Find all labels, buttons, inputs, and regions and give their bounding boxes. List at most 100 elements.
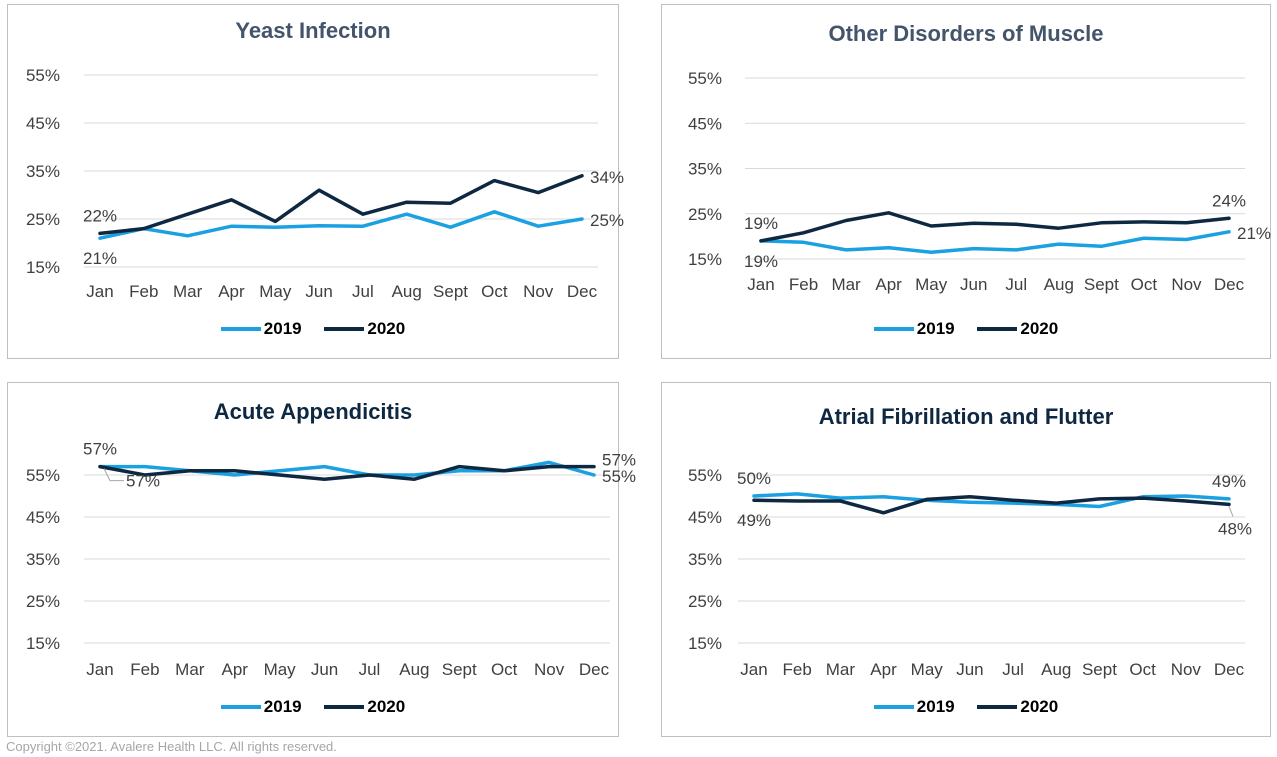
x-tick-label: Mar	[826, 660, 856, 679]
y-tick-label: 15%	[688, 250, 722, 269]
legend-item-2020: 2020	[977, 319, 1058, 339]
y-tick-label: 35%	[26, 162, 60, 181]
chart-plot: 15% 25% 35% 45% 55% Jan Feb Mar Apr May Jun Jul Aug S…	[688, 69, 1271, 294]
x-tick-label: Sept	[1084, 275, 1119, 294]
series-line-2020	[759, 211, 1231, 243]
x-tick-label: Sept	[433, 282, 468, 301]
legend-item-2020: 2020	[324, 319, 405, 339]
chart-legend: 2019 2020	[8, 319, 618, 339]
chart-title: Other Disorders of Muscle	[828, 21, 1104, 46]
chart-plot: 15% 25% 35% 45% 55% Jan Feb Mar Apr May Jun Jul Aug S…	[26, 66, 624, 301]
legend-label-2020: 2020	[367, 319, 406, 338]
y-tick-label: 45%	[26, 508, 60, 527]
legend-item-2019: 2019	[220, 319, 302, 339]
chart-title: Acute Appendicitis	[213, 399, 413, 424]
series-line-2020	[98, 464, 596, 481]
y-tick-label: 55%	[26, 66, 60, 85]
x-tick-label: Jan	[747, 275, 774, 294]
x-tick-label: Jan	[740, 660, 767, 679]
data-label: 19%	[744, 252, 778, 271]
x-tick-label: Apr	[870, 660, 897, 679]
x-tick-label: Aug	[399, 660, 429, 679]
legend-swatch-2020	[977, 704, 1018, 709]
legend-label-2019: 2019	[263, 697, 302, 716]
x-tick-label: Nov	[1171, 660, 1202, 679]
x-tick-label: Aug	[1041, 660, 1071, 679]
legend-label-2020: 2020	[1020, 697, 1059, 716]
series-line-2019	[752, 492, 1231, 509]
x-tick-label: Jun	[305, 282, 332, 301]
chart-panel-acute-appendicitis: Acute Appendicitis 15% 25% 35% 45% 55% Jan Feb…	[7, 382, 636, 737]
data-label: 34%	[590, 168, 624, 187]
y-tick-label: 35%	[26, 550, 60, 569]
x-tick-label: Oct	[481, 282, 508, 301]
legend-item-2019: 2019	[873, 697, 955, 717]
chart-plot: 15% 25% 35% 45% 55% Jan Feb Mar Apr May Jun Jul Aug S…	[26, 440, 636, 679]
legend-swatch-2019	[873, 326, 914, 331]
series-line-2019	[759, 230, 1231, 254]
data-label: 57%	[126, 472, 160, 491]
data-label: 49%	[737, 511, 771, 530]
x-tick-label: Mar	[831, 275, 861, 294]
x-tick-label: Jul	[359, 660, 381, 679]
legend-swatch-2019	[220, 704, 261, 709]
y-tick-label: 45%	[26, 114, 60, 133]
y-tick-label: 55%	[26, 466, 60, 485]
chart-title: Yeast Infection	[235, 18, 391, 43]
legend-item-2019: 2019	[220, 697, 302, 717]
x-tick-label: Nov	[534, 660, 565, 679]
x-tick-label: Feb	[129, 282, 158, 301]
legend-label-2019: 2019	[916, 697, 955, 716]
x-tick-label: Dec	[567, 282, 598, 301]
y-tick-label: 45%	[688, 508, 722, 527]
x-tick-label: Feb	[789, 275, 818, 294]
chart-title: Atrial Fibrillation and Flutter	[818, 404, 1114, 429]
legend-swatch-2019	[220, 326, 261, 331]
data-label: 19%	[744, 214, 778, 233]
data-label: 50%	[737, 469, 771, 488]
data-label: 24%	[1212, 191, 1246, 210]
x-tick-label: Feb	[130, 660, 159, 679]
chart-legend: 2019 2020	[662, 697, 1270, 717]
copyright-footer: Copyright ©2021. Avalere Health LLC. All…	[6, 739, 337, 754]
x-tick-label: Oct	[1129, 660, 1156, 679]
y-tick-label: 55%	[688, 466, 722, 485]
legend-label-2020: 2020	[367, 697, 406, 716]
x-tick-label: Jul	[1005, 275, 1027, 294]
x-tick-label: May	[264, 660, 297, 679]
y-tick-label: 25%	[688, 205, 722, 224]
data-label: 49%	[1212, 472, 1246, 491]
data-label: 25%	[590, 211, 624, 230]
x-tick-label: Mar	[173, 282, 203, 301]
series-line-2020	[752, 495, 1231, 515]
y-tick-label: 35%	[688, 160, 722, 179]
x-tick-label: Aug	[392, 282, 422, 301]
legend-item-2020: 2020	[977, 697, 1058, 717]
series-line-2020	[98, 174, 584, 236]
y-tick-label: 25%	[688, 592, 722, 611]
x-tick-label: Dec	[1214, 275, 1245, 294]
x-tick-label: May	[259, 282, 292, 301]
chart-plot: 15% 25% 35% 45% 55% Jan Feb Mar Apr May Jun Jul Aug S…	[688, 466, 1252, 679]
x-tick-label: Jan	[86, 660, 113, 679]
legend-item-2020: 2020	[324, 697, 405, 717]
x-tick-label: Sept	[442, 660, 477, 679]
y-tick-label: 55%	[688, 69, 722, 88]
y-tick-label: 15%	[688, 634, 722, 653]
y-tick-label: 15%	[26, 634, 60, 653]
x-tick-label: Oct	[1131, 275, 1158, 294]
x-tick-label: May	[911, 660, 944, 679]
legend-item-2019: 2019	[873, 319, 955, 339]
x-tick-label: Jun	[311, 660, 338, 679]
data-label-leader	[1228, 506, 1234, 517]
y-tick-label: 25%	[26, 592, 60, 611]
data-label: 22%	[83, 206, 117, 225]
chart-panel-yeast-infection: Yeast Infection 15% 25% 35% 45% 55% Jan Feb Mar…	[7, 4, 624, 359]
x-tick-label: Nov	[1171, 275, 1202, 294]
chart-panel-atrial-fibrillation-and-flutter: Atrial Fibrillation and Flutter 15% 25% 35…	[661, 382, 1271, 737]
x-tick-label: Feb	[783, 660, 812, 679]
x-tick-label: Mar	[175, 660, 205, 679]
data-label: 55%	[602, 467, 636, 486]
chart-panel-other-disorders-of-muscle: Other Disorders of Muscle 15% 25% 35% 45% 55…	[661, 4, 1271, 359]
x-tick-label: Jun	[956, 660, 983, 679]
